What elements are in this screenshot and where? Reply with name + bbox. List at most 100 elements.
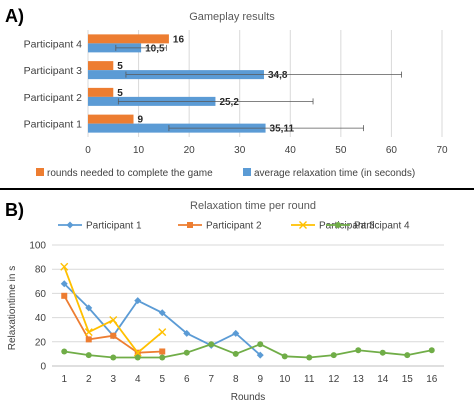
x-tick-label: 9 [257, 374, 263, 385]
chart-a-category-labels: Participant 1 Participant 2 Participant 3 P… [24, 38, 83, 130]
chart-b-gridlines [52, 244, 444, 367]
marker-circle [379, 349, 386, 356]
legend-label-relaxation: average relaxation time (in seconds) [254, 168, 415, 179]
bar-rounds [88, 61, 114, 71]
marker-square [159, 348, 166, 355]
x-tick-label: 30 [234, 145, 246, 156]
x-tick-label: 10 [133, 145, 145, 156]
x-tick-label: 10 [279, 374, 291, 385]
chart-a-x-tick-labels: 0 10 20 30 40 50 60 70 [85, 145, 448, 156]
marker-circle [159, 354, 166, 361]
marker-diamond [134, 297, 142, 305]
panel-b-letter: B) [5, 200, 24, 220]
x-tick-label: 11 [304, 374, 315, 385]
legend-label: Participant 3 [319, 221, 375, 232]
y-tick-label: 80 [35, 265, 47, 276]
marker-x [299, 221, 307, 229]
marker-x [109, 316, 118, 325]
x-tick-label: 16 [426, 374, 438, 385]
legend-swatch-rounds [36, 168, 44, 176]
chart-a-title: Gameplay results [189, 11, 275, 23]
chart-b-y-axis-title: Relaxationtime in s [7, 266, 18, 350]
panel-a-bar-chart: A) Gameplay results 9 35,11 5 25,2 5 34,8 16 10… [5, 6, 448, 179]
marker-diamond [60, 280, 68, 288]
series-participant-4 [61, 341, 435, 361]
marker-x [133, 348, 142, 357]
x-tick-label: 13 [353, 374, 365, 385]
marker-circle [330, 352, 337, 359]
category-label: Participant 4 [24, 38, 83, 50]
marker-circle [355, 347, 362, 354]
chart-a-error-bars [115, 44, 402, 132]
x-tick-label: 60 [386, 145, 398, 156]
data-label-rounds: 5 [117, 88, 123, 99]
x-tick-label: 5 [159, 374, 165, 385]
marker-circle [306, 354, 313, 361]
panel-b-line-chart: B) Relaxation time per round Participant… [5, 200, 444, 403]
category-label: Participant 2 [24, 92, 83, 104]
category-label: Participant 1 [24, 119, 83, 131]
legend-label: Participant 2 [206, 221, 262, 232]
x-tick-label: 4 [135, 374, 141, 385]
marker-x [60, 262, 69, 271]
bar-rounds [88, 34, 169, 44]
series-line [64, 343, 432, 359]
marker-circle [335, 222, 341, 228]
y-tick-label: 100 [29, 241, 46, 252]
legend-label: Participant 1 [86, 221, 142, 232]
marker-diamond [232, 329, 240, 337]
bar-rounds [88, 87, 114, 97]
data-label-relaxation: 25,2 [219, 97, 239, 108]
x-tick-label: 20 [184, 145, 196, 156]
chart-b-legend: Participant 1 Participant 2 Participant 3P… [58, 221, 410, 232]
x-tick-label: 3 [110, 374, 116, 385]
marker-square [85, 336, 92, 343]
series-participant-3 [60, 262, 167, 357]
marker-circle [232, 350, 239, 357]
panel-a-letter: A) [5, 6, 24, 26]
x-tick-label: 7 [208, 374, 214, 385]
marker-circle [61, 348, 68, 355]
legend-label: Participant 4 [354, 221, 410, 232]
y-tick-label: 40 [35, 313, 47, 324]
marker-diamond [66, 221, 74, 229]
x-tick-label: 6 [184, 374, 190, 385]
y-tick-label: 60 [35, 289, 47, 300]
marker-circle [281, 353, 288, 360]
data-label-relaxation: 34,8 [268, 70, 288, 81]
x-tick-label: 1 [61, 374, 67, 385]
data-label-rounds: 16 [173, 34, 185, 45]
series-participant-1 [60, 280, 264, 359]
legend-label-rounds: rounds needed to complete the game [47, 168, 213, 179]
marker-square [110, 332, 117, 339]
marker-circle [183, 349, 190, 356]
marker-x [84, 328, 93, 337]
x-tick-label: 15 [402, 374, 414, 385]
chart-b-title: Relaxation time per round [190, 200, 316, 212]
x-tick-label: 0 [85, 145, 91, 156]
data-label-relaxation: 35,11 [270, 124, 295, 135]
x-tick-label: 40 [285, 145, 297, 156]
chart-a-legend: rounds needed to complete the game averag… [36, 168, 415, 179]
data-label-rounds: 5 [117, 61, 123, 72]
data-label-relaxation: 10,5 [145, 43, 165, 54]
marker-circle [208, 341, 215, 348]
marker-circle [85, 352, 92, 359]
bar-rounds [88, 114, 134, 124]
marker-diamond [256, 351, 264, 359]
x-tick-label: 70 [436, 145, 448, 156]
x-tick-label: 12 [328, 374, 340, 385]
marker-diamond [158, 309, 166, 317]
x-tick-label: 2 [86, 374, 92, 385]
marker-circle [110, 354, 117, 361]
y-tick-label: 20 [35, 337, 47, 348]
marker-diamond [85, 304, 93, 312]
chart-b-x-axis-title: Rounds [231, 392, 265, 403]
marker-circle [257, 341, 264, 348]
bar-relaxation [88, 43, 142, 53]
chart-b-series [60, 262, 435, 361]
marker-x [158, 328, 167, 337]
series-line [63, 283, 261, 356]
